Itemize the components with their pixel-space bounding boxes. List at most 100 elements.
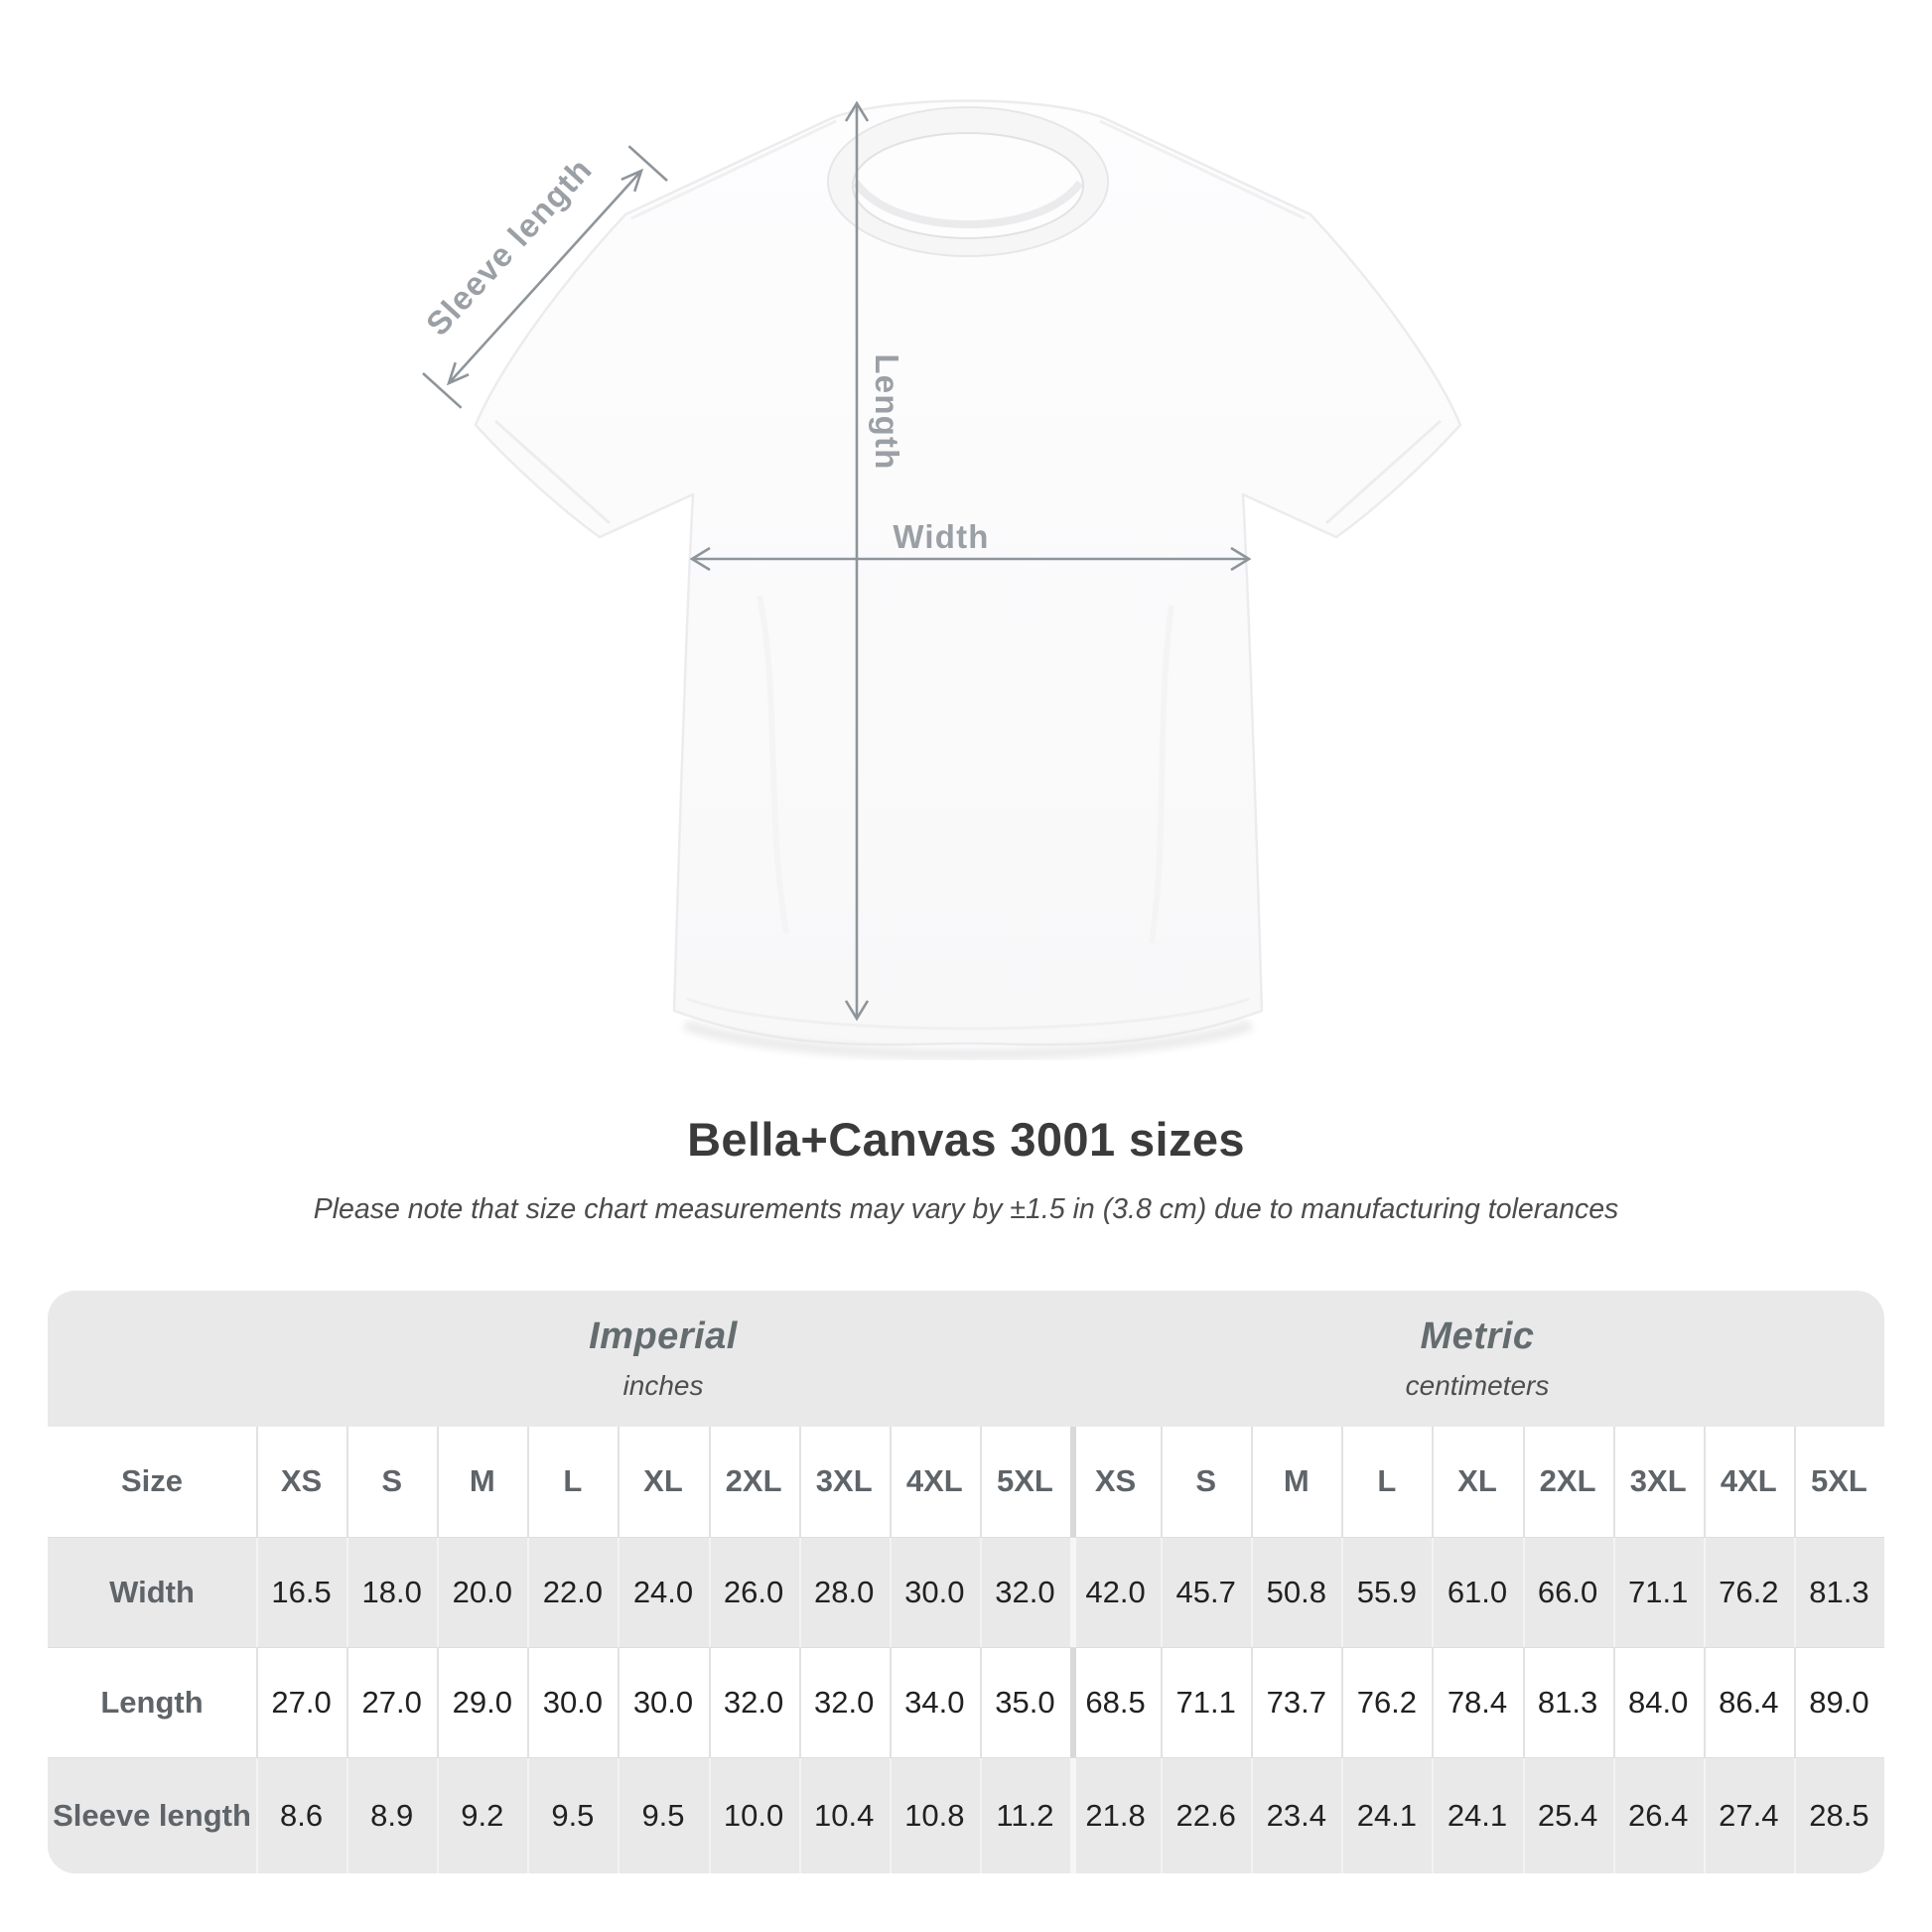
size-header-cell: L [527,1427,618,1537]
value-cell: 27.4 [1704,1758,1794,1873]
value-cell: 9.5 [618,1758,708,1873]
value-cell: 78.4 [1432,1648,1522,1757]
value-cell: 24.1 [1432,1758,1522,1873]
sleeve-length-arrow [422,145,668,409]
value-cell: 30.0 [618,1648,708,1757]
value-cell: 21.8 [1070,1758,1161,1873]
size-header-row: Size XS S M L XL 2XL 3XL 4XL 5XL XS S M … [48,1426,1884,1537]
value-cell: 20.0 [437,1538,527,1647]
value-cell: 71.1 [1161,1648,1251,1757]
size-chart-page: Sleeve length Length Width Bella+Canvas … [48,99,1884,1873]
value-cell: 24.1 [1341,1758,1432,1873]
size-header-cell: S [346,1427,437,1537]
value-cell: 71.1 [1613,1538,1704,1647]
value-cell: 66.0 [1523,1538,1613,1647]
value-cell: 9.2 [437,1758,527,1873]
size-header-cell: M [437,1427,527,1537]
size-header-cell: XS [1070,1427,1161,1537]
size-header-cell: XL [618,1427,708,1537]
size-header-cell: L [1341,1427,1432,1537]
value-cell: 23.4 [1251,1758,1341,1873]
size-col-header: Size [120,1463,184,1499]
tshirt-diagram: Sleeve length Length Width [419,99,1462,1060]
size-header-cell: M [1251,1427,1341,1537]
size-table: Imperial inches Metric centimeters Size … [48,1290,1884,1873]
length-label: Length [869,353,905,470]
value-cell: 18.0 [346,1538,437,1647]
value-cell: 42.0 [1070,1538,1161,1647]
value-cell: 84.0 [1613,1648,1704,1757]
value-cell: 10.8 [890,1758,980,1873]
value-cell: 89.0 [1794,1648,1884,1757]
tshirt-body [474,99,1462,1046]
size-header-cell: XL [1432,1427,1522,1537]
imperial-unit: inches [622,1369,704,1401]
tolerance-note: Please note that size chart measurements… [313,1193,1619,1226]
wrinkle-left [757,595,789,934]
value-cell: 30.0 [890,1538,980,1647]
row-label: Length [100,1684,204,1720]
size-header-cell: XS [256,1427,346,1537]
value-cell: 22.0 [527,1538,618,1647]
value-cell: 45.7 [1161,1538,1251,1647]
value-cell: 81.3 [1523,1648,1613,1757]
value-cell: 16.5 [256,1538,346,1647]
value-cell: 29.0 [437,1648,527,1757]
size-header-cell: 4XL [1704,1427,1794,1537]
value-cell: 28.5 [1794,1758,1884,1873]
left-shoulder-seam [630,119,837,220]
value-cell: 8.6 [256,1758,346,1873]
length-row: Length 27.0 27.0 29.0 30.0 30.0 32.0 32.… [48,1646,1884,1757]
value-cell: 22.6 [1161,1758,1251,1873]
sleeve-length-row: Sleeve length 8.6 8.9 9.2 9.5 9.5 10.0 1… [48,1756,1884,1873]
value-cell: 30.0 [527,1648,618,1757]
value-cell: 32.0 [799,1648,890,1757]
size-header-cell: 2XL [1523,1427,1613,1537]
value-cell: 26.0 [709,1538,799,1647]
size-header-cell: 5XL [1794,1427,1884,1537]
wrinkle-right [1149,605,1174,944]
metric-section-header: Metric centimeters [1070,1291,1884,1427]
metric-unit: centimeters [1405,1369,1550,1401]
value-cell: 27.0 [256,1648,346,1757]
value-cell: 50.8 [1251,1538,1341,1647]
width-arrow [689,546,1252,572]
page-title: Bella+Canvas 3001 sizes [687,1113,1245,1166]
value-cell: 68.5 [1070,1648,1161,1757]
value-cell: 61.0 [1432,1538,1522,1647]
unit-sections-row: Imperial inches Metric centimeters [48,1291,1884,1427]
collar-opening [852,132,1084,239]
value-cell: 10.4 [799,1758,890,1873]
value-cell: 32.0 [980,1538,1070,1647]
corner-spacer [48,1291,256,1427]
value-cell: 34.0 [890,1648,980,1757]
metric-title: Metric [1420,1314,1535,1357]
value-cell: 26.4 [1613,1758,1704,1873]
row-label: Width [109,1574,195,1609]
value-cell: 55.9 [1341,1538,1432,1647]
right-cuff-seam [1324,419,1443,525]
size-header-cell: 5XL [980,1427,1070,1537]
width-row: Width 16.5 18.0 20.0 22.0 24.0 26.0 28.0… [48,1536,1884,1647]
left-cuff-seam [493,419,612,525]
value-cell: 11.2 [980,1758,1070,1873]
value-cell: 28.0 [799,1538,890,1647]
value-cell: 27.0 [346,1648,437,1757]
hem-stitch [686,997,1250,1031]
value-cell: 73.7 [1251,1648,1341,1757]
row-label: Sleeve length [53,1797,251,1833]
size-header-cell: S [1161,1427,1251,1537]
size-header-cell: 4XL [890,1427,980,1537]
width-label: Width [893,518,989,555]
hem-shadow [683,1019,1253,1060]
value-cell: 76.2 [1341,1648,1432,1757]
value-cell: 86.4 [1704,1648,1794,1757]
value-cell: 81.3 [1794,1538,1884,1647]
value-cell: 25.4 [1523,1758,1613,1873]
value-cell: 76.2 [1704,1538,1794,1647]
value-cell: 8.9 [346,1758,437,1873]
imperial-title: Imperial [589,1314,738,1357]
size-header-cell: 3XL [799,1427,890,1537]
imperial-section-header: Imperial inches [256,1291,1070,1427]
value-cell: 32.0 [709,1648,799,1757]
